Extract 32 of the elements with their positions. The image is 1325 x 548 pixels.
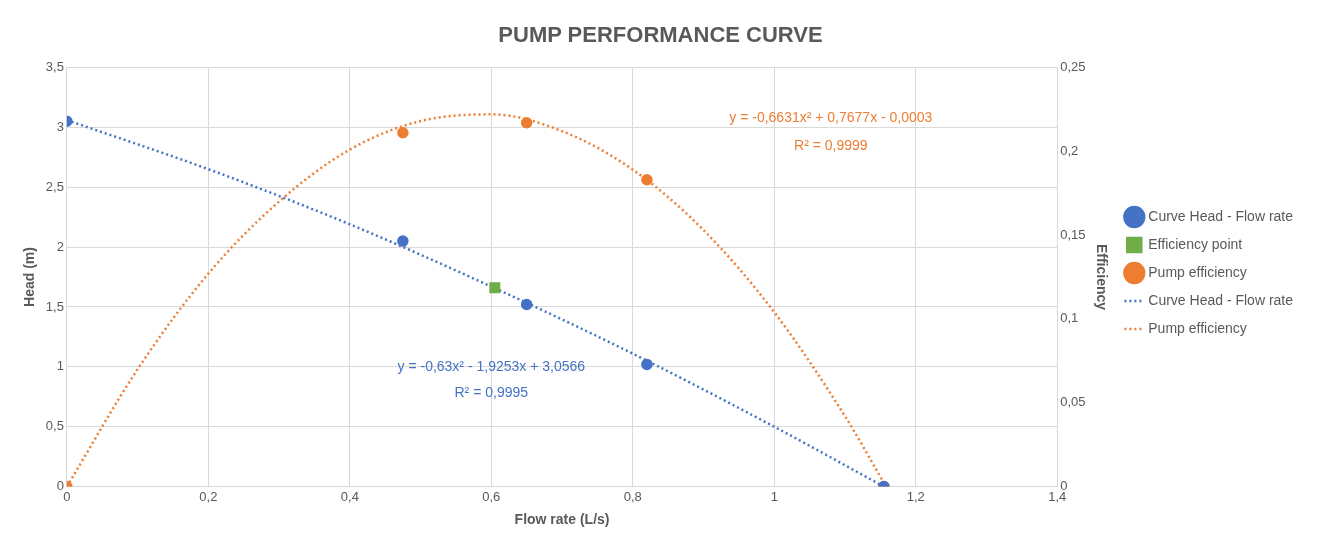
annotation: R² = 0,9999 (794, 137, 868, 154)
annotation: y = -0,63x² - 1,9253x + 3,0566 (397, 357, 586, 374)
x-tick-label: 1,2 (906, 488, 925, 504)
x-axis-title: Flow rate (L/s) (514, 511, 610, 528)
y2-tick-label: 0,05 (1060, 394, 1086, 410)
x-tick-label: 0,6 (482, 488, 501, 504)
x-tick-label: 0,4 (340, 488, 359, 504)
legend-label: Pump efficiency (1148, 319, 1247, 336)
annotation: y = -0,6631x² + 0,7677x - 0,0003 (729, 108, 933, 125)
y-tick-label: 3,5 (45, 58, 64, 74)
annotation: R² = 0,9995 (454, 384, 529, 401)
legend-label: Curve Head - Flow rate (1148, 291, 1294, 308)
x-tick-label: 0,2 (199, 488, 218, 504)
y-tick-label: 2,5 (45, 178, 64, 194)
y2-tick-label: 0,1 (1060, 310, 1079, 326)
y-tick-label: 1 (56, 358, 64, 374)
x-tick-label: 1 (770, 488, 778, 504)
y2-tick-label: 0,15 (1060, 226, 1086, 242)
y-tick-label: 1,5 (45, 298, 64, 314)
chart-title: PUMP PERFORMANCE CURVE (498, 22, 823, 48)
legend-label: Pump efficiency (1148, 263, 1247, 280)
y-axis-title: Head (m) (21, 247, 38, 307)
y2-tick-label: 0,25 (1060, 58, 1086, 74)
legend-label: Efficiency point (1148, 235, 1243, 252)
legend-label: Curve Head - Flow rate (1148, 207, 1294, 224)
x-tick-label: 0,8 (623, 488, 642, 504)
y2-axis-title: Efficiency (1094, 243, 1111, 311)
y-tick-label: 2 (56, 238, 64, 254)
y-tick-label: 0,5 (45, 418, 64, 434)
y-tick-label: 0 (56, 478, 64, 494)
y2-tick-label: 0,2 (1060, 142, 1079, 158)
y-tick-label: 3 (56, 118, 64, 134)
